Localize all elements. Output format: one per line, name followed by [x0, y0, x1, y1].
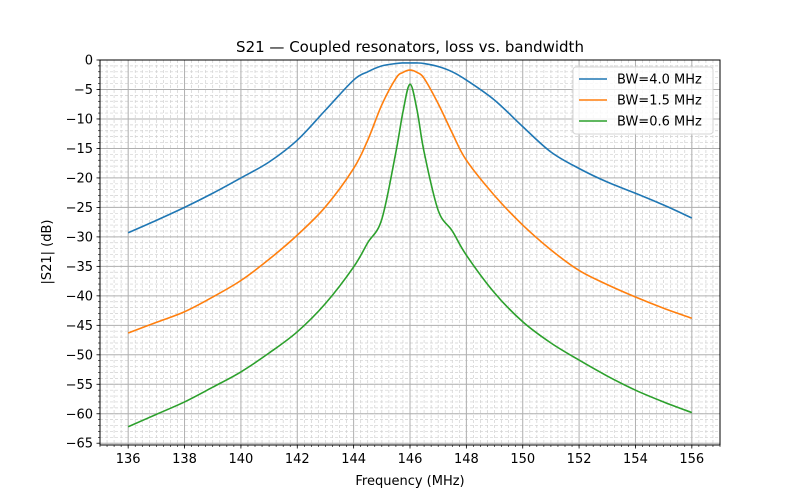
y-tick-label: −25	[66, 201, 93, 216]
major-grid	[100, 59, 720, 445]
x-tick-label: 152	[567, 452, 592, 467]
y-tick-label: −35	[66, 260, 93, 275]
x-tick-label: 146	[398, 452, 423, 467]
legend-label-1: BW=4.0 MHz	[617, 73, 702, 88]
legend: BW=4.0 MHz BW=1.5 MHz BW=0.6 MHz	[572, 66, 714, 135]
y-tick-label: −45	[66, 319, 93, 334]
x-tick-label: 156	[679, 452, 704, 467]
y-axis-label: |S21| (dB)	[40, 220, 55, 285]
x-tick-label: 136	[116, 452, 141, 467]
legend-label-3: BW=0.6 MHz	[617, 115, 702, 130]
x-tick-label: 148	[454, 452, 479, 467]
axis-ticks: 136 138 140 142 144 146 148 150 152 154 156 0 −5 −10 −…	[66, 54, 721, 467]
y-tick-label: 0	[85, 54, 93, 69]
y-tick-label: −15	[66, 142, 93, 157]
y-tick-label: −10	[66, 112, 93, 127]
chart-title: S21 — Coupled resonators, loss vs. bandw…	[236, 38, 584, 56]
y-tick-label: −60	[66, 407, 93, 422]
series-line-2	[127, 69, 693, 334]
legend-box	[572, 66, 714, 135]
series-lines	[127, 62, 693, 428]
x-tick-label: 154	[623, 452, 648, 467]
x-tick-label: 142	[285, 452, 310, 467]
y-tick-label: −50	[66, 348, 93, 363]
x-axis-label: Frequency (MHz)	[355, 474, 464, 489]
series-line-1	[127, 62, 693, 234]
y-tick-label: −65	[66, 437, 93, 452]
legend-label-2: BW=1.5 MHz	[617, 94, 702, 109]
x-tick-label: 140	[228, 452, 253, 467]
series-line-3	[127, 83, 693, 428]
x-tick-label: 138	[172, 452, 197, 467]
x-tick-label: 144	[341, 452, 366, 467]
y-tick-label: −20	[66, 171, 93, 186]
y-tick-label: −30	[66, 230, 93, 245]
y-tick-label: −55	[66, 378, 93, 393]
y-tick-label: −5	[74, 83, 93, 98]
x-tick-label: 150	[510, 452, 535, 467]
y-tick-label: −40	[66, 289, 93, 304]
